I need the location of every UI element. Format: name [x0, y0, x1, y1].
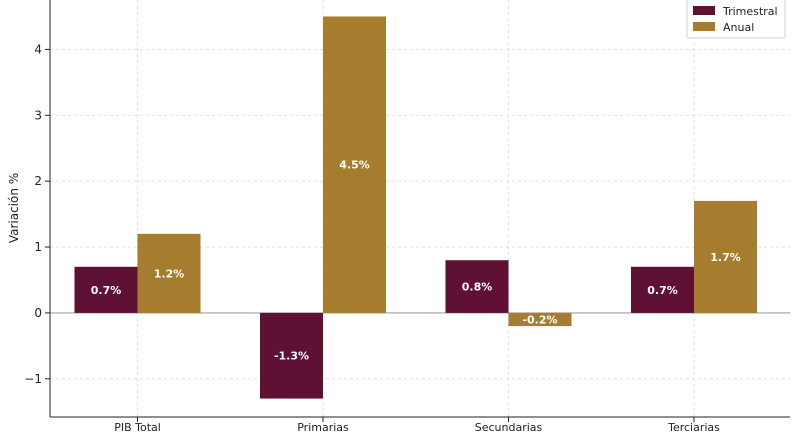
x-tick-label: Terciarias — [667, 421, 720, 434]
bar-value-label: 1.7% — [710, 251, 741, 264]
bar-value-label: 4.5% — [339, 159, 370, 172]
bar-value-label: -1.3% — [274, 350, 309, 363]
y-tick-label: 2 — [34, 174, 42, 188]
bar-value-label: -0.2% — [522, 314, 557, 327]
bar-value-label: 0.8% — [462, 281, 493, 294]
bar-anual — [694, 200, 757, 313]
y-tick-label: 3 — [34, 108, 42, 122]
y-axis-label: Variación % — [7, 173, 21, 243]
y-tick-label: −1 — [24, 372, 42, 386]
bar-trimestral — [445, 260, 509, 313]
x-tick-label: PIB Total — [114, 421, 161, 434]
y-ticks: −1 0 1 2 3 4 — [24, 42, 50, 386]
x-ticks: PIB Total Primarias Secundarias Terciarias — [114, 417, 720, 434]
bar-value-label: 0.7% — [91, 284, 122, 297]
bars: 0.7% -1.3% 0.8% 0.7% 1.2% 4.5% -0.2% 1.7% — [74, 16, 757, 399]
x-tick-label: Secundarias — [475, 421, 543, 434]
y-tick-label: 1 — [34, 240, 42, 254]
x-tick-label: Primarias — [297, 421, 349, 434]
bar-anual — [508, 312, 572, 327]
axes — [49, 0, 790, 418]
legend: Trimestral Anual — [686, 0, 786, 39]
bar-value-label: 1.2% — [154, 267, 185, 280]
legend-label: Anual — [723, 21, 754, 34]
legend-swatch — [693, 22, 715, 31]
legend-label: Trimestral — [722, 5, 778, 18]
bar-anual — [137, 233, 201, 313]
bar-trimestral — [260, 312, 323, 399]
bar-trimestral — [74, 266, 138, 313]
grid-lines — [50, 0, 790, 417]
y-tick-label: 4 — [34, 42, 42, 56]
bar-value-label: 0.7% — [647, 284, 678, 297]
legend-swatch — [693, 6, 715, 15]
y-tick-label: 0 — [34, 306, 42, 320]
bar-trimestral — [631, 266, 694, 313]
bar-anual — [323, 16, 386, 313]
